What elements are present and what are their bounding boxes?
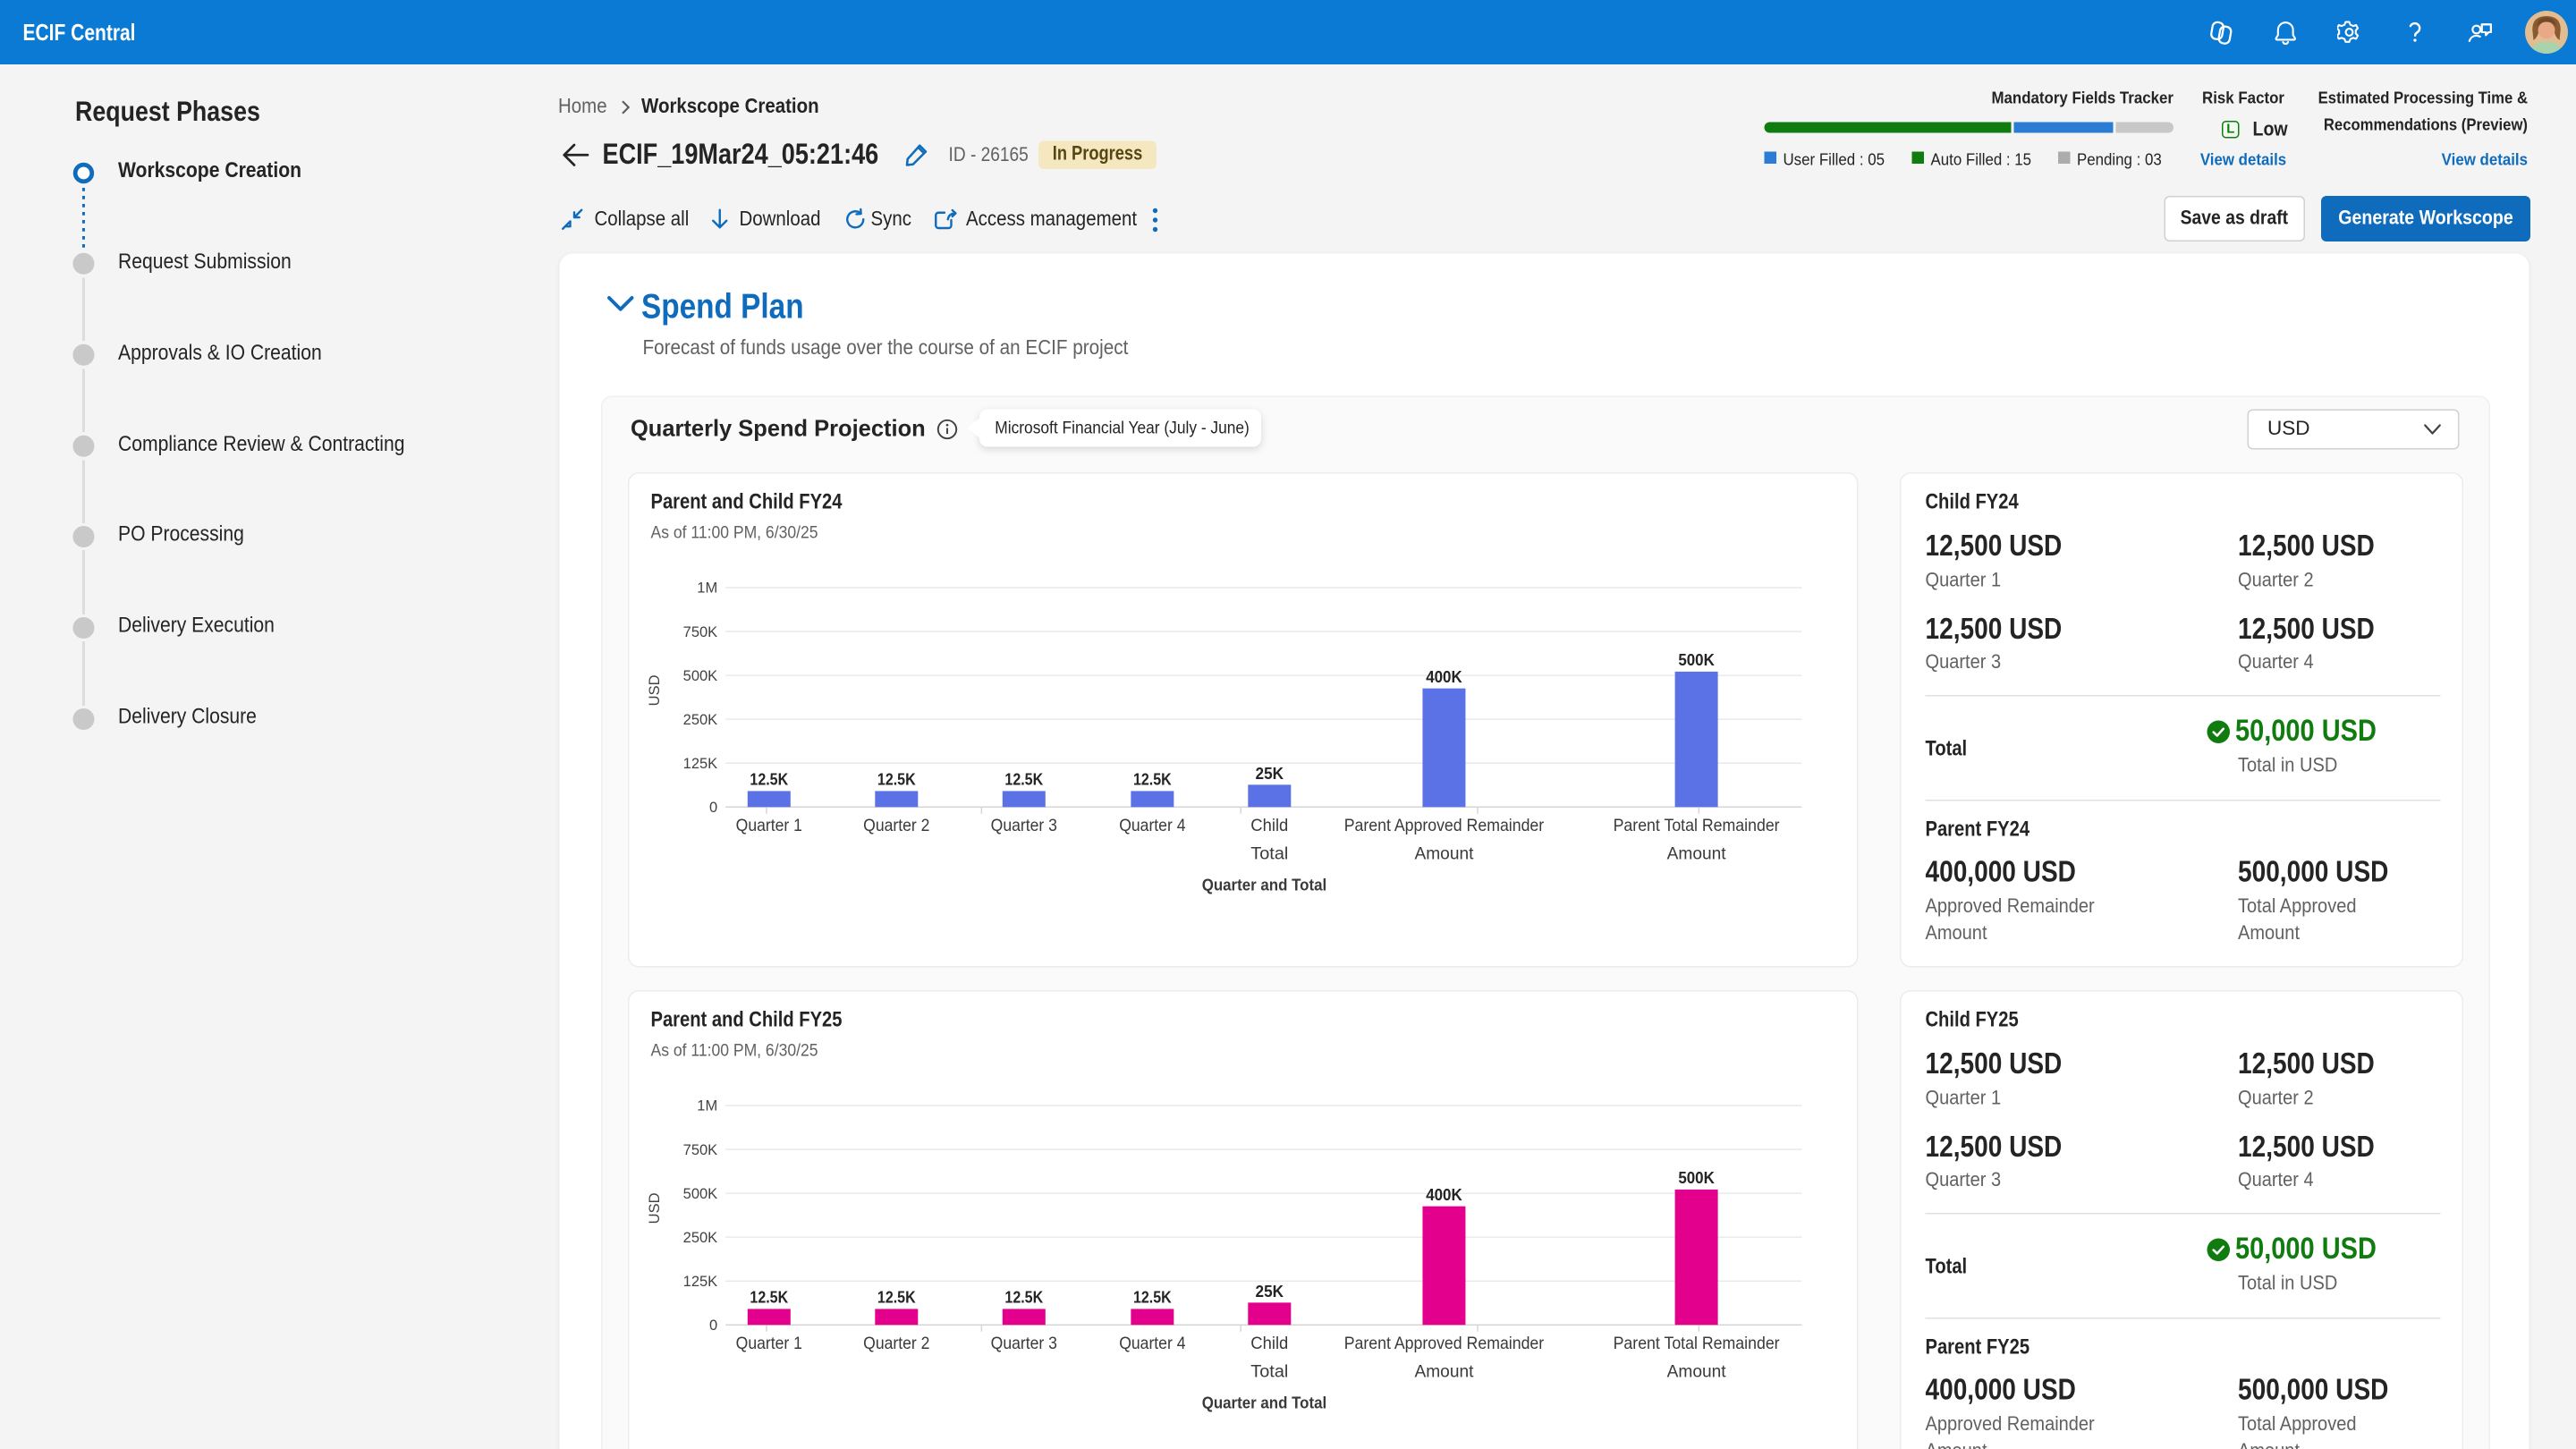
svg-text:Quarter 4: Quarter 4 bbox=[1119, 1334, 1185, 1353]
svg-text:Child: Child bbox=[1250, 816, 1288, 835]
svg-text:1M: 1M bbox=[697, 1098, 717, 1114]
svg-text:Quarter 2: Quarter 2 bbox=[863, 1334, 929, 1353]
svg-text:500K: 500K bbox=[1678, 1168, 1715, 1187]
svg-text:Parent Approved Remainder: Parent Approved Remainder bbox=[1343, 1334, 1544, 1353]
svg-text:500K: 500K bbox=[1678, 650, 1715, 669]
svg-text:Quarter 1: Quarter 1 bbox=[735, 816, 801, 835]
svg-text:12.5K: 12.5K bbox=[1004, 1288, 1043, 1307]
svg-text:Quarter 3: Quarter 3 bbox=[990, 1334, 1056, 1353]
svg-text:12.5K: 12.5K bbox=[1133, 1288, 1172, 1307]
svg-text:250K: 250K bbox=[682, 712, 717, 728]
svg-text:Quarter 1: Quarter 1 bbox=[735, 1334, 801, 1353]
svg-text:Parent Total Remainder: Parent Total Remainder bbox=[1613, 1334, 1779, 1353]
svg-text:12.5K: 12.5K bbox=[877, 1288, 915, 1307]
svg-text:125K: 125K bbox=[682, 1274, 717, 1290]
svg-text:Quarter 2: Quarter 2 bbox=[863, 816, 929, 835]
svg-text:250K: 250K bbox=[682, 1230, 717, 1246]
svg-text:Amount: Amount bbox=[1666, 843, 1726, 863]
svg-text:Parent Approved Remainder: Parent Approved Remainder bbox=[1343, 816, 1544, 835]
svg-text:Total: Total bbox=[1250, 843, 1288, 863]
svg-text:Quarter and Total: Quarter and Total bbox=[1201, 1393, 1326, 1411]
svg-text:750K: 750K bbox=[682, 1142, 717, 1158]
svg-text:Amount: Amount bbox=[1414, 1361, 1474, 1381]
svg-text:12.5K: 12.5K bbox=[1004, 770, 1043, 789]
svg-text:12.5K: 12.5K bbox=[750, 1288, 788, 1307]
svg-text:Quarter 4: Quarter 4 bbox=[1119, 816, 1185, 835]
svg-text:Total: Total bbox=[1250, 1361, 1288, 1381]
svg-text:Quarter and Total: Quarter and Total bbox=[1201, 875, 1326, 894]
svg-text:Parent Total Remainder: Parent Total Remainder bbox=[1613, 816, 1779, 835]
svg-text:Quarter 3: Quarter 3 bbox=[990, 816, 1056, 835]
svg-text:500K: 500K bbox=[682, 1186, 717, 1202]
svg-text:USD: USD bbox=[646, 1192, 662, 1224]
svg-text:0: 0 bbox=[709, 800, 717, 816]
svg-text:25K: 25K bbox=[1255, 1282, 1284, 1301]
svg-text:Amount: Amount bbox=[1666, 1361, 1726, 1381]
svg-text:Amount: Amount bbox=[1414, 843, 1474, 863]
svg-text:Child: Child bbox=[1250, 1334, 1288, 1353]
svg-text:1M: 1M bbox=[697, 580, 717, 597]
svg-text:12.5K: 12.5K bbox=[1133, 770, 1172, 789]
svg-text:25K: 25K bbox=[1255, 764, 1284, 783]
svg-text:USD: USD bbox=[646, 674, 662, 706]
svg-text:12.5K: 12.5K bbox=[750, 770, 788, 789]
svg-text:500K: 500K bbox=[682, 668, 717, 684]
svg-text:125K: 125K bbox=[682, 756, 717, 772]
svg-text:400K: 400K bbox=[1426, 1185, 1462, 1204]
svg-text:750K: 750K bbox=[682, 624, 717, 640]
svg-text:12.5K: 12.5K bbox=[877, 770, 915, 789]
svg-text:0: 0 bbox=[709, 1318, 717, 1334]
svg-text:400K: 400K bbox=[1426, 667, 1462, 686]
